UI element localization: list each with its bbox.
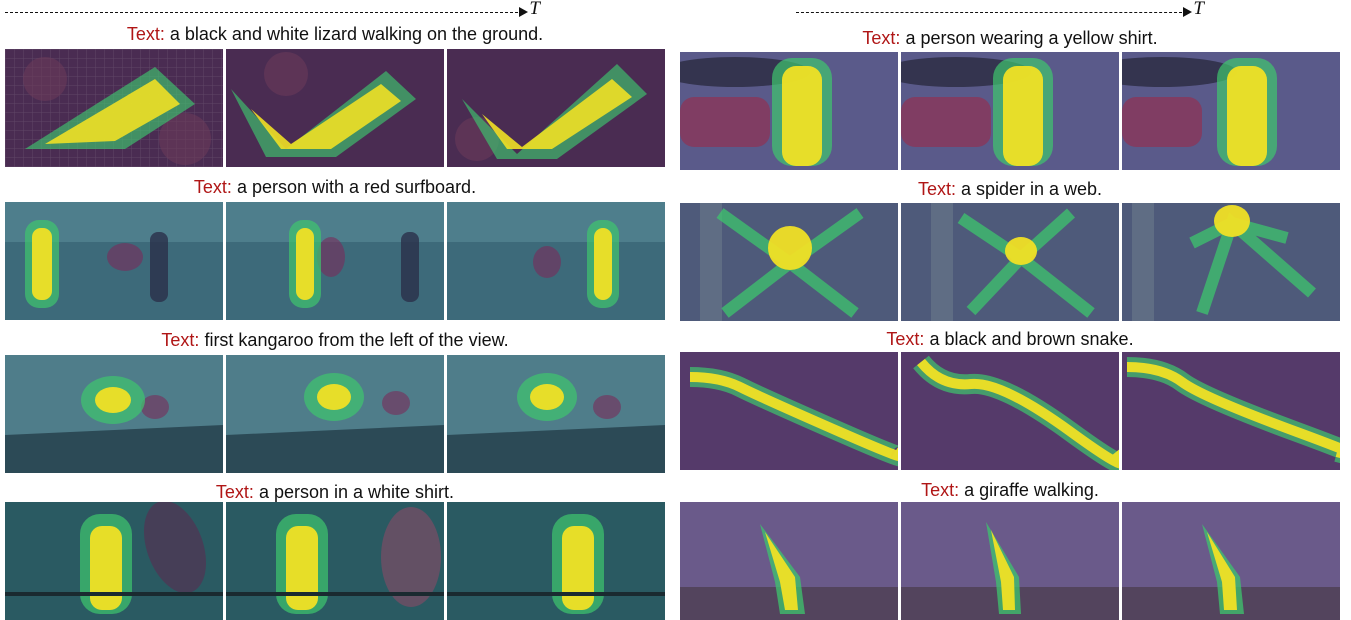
video-frame-2 xyxy=(226,502,444,620)
caption-text: a spider in a web. xyxy=(960,179,1103,199)
text-prefix: Text: xyxy=(126,24,165,44)
video-frame-1 xyxy=(680,203,898,321)
video-frame-1 xyxy=(5,202,223,320)
right-column: T Text: a person wearing a yellow shirt.… xyxy=(680,0,1340,620)
frame-row xyxy=(680,52,1340,170)
caption-text: a person wearing a yellow shirt. xyxy=(905,28,1158,48)
person-heatmap xyxy=(5,202,223,320)
video-frame-2 xyxy=(226,355,444,473)
kangaroo-heatmap xyxy=(226,355,444,473)
tennis-player-heatmap xyxy=(447,502,665,620)
video-frame-1 xyxy=(680,352,898,470)
video-frame-1 xyxy=(5,502,223,620)
row-caption: Text: a person wearing a yellow shirt. xyxy=(680,27,1340,49)
giraffe-heatmap xyxy=(901,502,1119,620)
caption-text: a giraffe walking. xyxy=(964,480,1099,500)
caption-text: a person in a white shirt. xyxy=(258,482,455,502)
text-prefix: Text: xyxy=(193,177,232,197)
lizard-heatmap xyxy=(447,49,665,167)
video-frame-2 xyxy=(226,49,444,167)
kangaroo-heatmap xyxy=(447,355,665,473)
spider-heatmap xyxy=(1122,203,1340,321)
lizard-heatmap xyxy=(5,49,223,167)
tennis-player-heatmap xyxy=(5,502,223,620)
row-caption: Text: a spider in a web. xyxy=(680,178,1340,200)
video-frame-2 xyxy=(901,502,1119,620)
lizard-heatmap xyxy=(226,49,444,167)
video-frame-2 xyxy=(226,202,444,320)
row-caption: Text: a person with a red surfboard. xyxy=(5,176,665,198)
dashed-line xyxy=(796,12,1182,13)
video-frame-2 xyxy=(901,52,1119,170)
video-frame-3 xyxy=(447,355,665,473)
caption-text: a black and white lizard walking on the … xyxy=(169,24,544,44)
frame-row xyxy=(5,49,665,167)
tennis-player-heatmap xyxy=(226,502,444,620)
person-heatmap xyxy=(901,52,1119,170)
arrowhead-icon xyxy=(1183,7,1192,17)
text-prefix: Text: xyxy=(215,482,254,502)
video-frame-3 xyxy=(1122,352,1340,470)
video-frame-3 xyxy=(1122,502,1340,620)
person-heatmap xyxy=(447,202,665,320)
video-frame-2 xyxy=(901,203,1119,321)
text-prefix: Text: xyxy=(886,329,925,349)
giraffe-heatmap xyxy=(1122,502,1340,620)
video-frame-3 xyxy=(447,502,665,620)
time-axis-label: T xyxy=(529,0,540,19)
video-frame-3 xyxy=(1122,203,1340,321)
person-heatmap xyxy=(226,202,444,320)
time-axis-label: T xyxy=(1193,0,1204,19)
row-caption: Text: a person in a white shirt. xyxy=(5,481,665,503)
video-frame-1 xyxy=(680,502,898,620)
video-frame-3 xyxy=(447,49,665,167)
time-arrow: T xyxy=(796,0,1204,20)
video-frame-3 xyxy=(1122,52,1340,170)
giraffe-heatmap xyxy=(680,502,898,620)
text-prefix: Text: xyxy=(862,28,901,48)
text-prefix: Text: xyxy=(917,179,956,199)
text-prefix: Text: xyxy=(161,330,200,350)
snake-heatmap xyxy=(901,352,1119,470)
frame-row xyxy=(5,355,665,473)
frame-row xyxy=(680,352,1340,470)
time-arrow: T xyxy=(5,0,540,20)
person-heatmap xyxy=(680,52,898,170)
caption-text: a person with a red surfboard. xyxy=(236,177,477,197)
person-heatmap xyxy=(1122,52,1340,170)
spider-heatmap xyxy=(901,203,1119,321)
video-frame-2 xyxy=(901,352,1119,470)
caption-text: a black and brown snake. xyxy=(929,329,1134,349)
dashed-line xyxy=(5,12,518,13)
text-prefix: Text: xyxy=(921,480,960,500)
frame-row xyxy=(680,203,1340,321)
frame-row xyxy=(680,502,1340,620)
spider-heatmap xyxy=(680,203,898,321)
video-frame-1 xyxy=(5,355,223,473)
snake-heatmap xyxy=(1122,352,1340,470)
snake-heatmap xyxy=(680,352,898,470)
video-frame-1 xyxy=(680,52,898,170)
frame-row xyxy=(5,202,665,320)
kangaroo-heatmap xyxy=(5,355,223,473)
row-caption: Text: a black and white lizard walking o… xyxy=(5,23,665,45)
left-column: T Text: a black and white lizard walking… xyxy=(5,0,665,620)
video-frame-1 xyxy=(5,49,223,167)
row-caption: Text: first kangaroo from the left of th… xyxy=(5,329,665,351)
row-caption: Text: a giraffe walking. xyxy=(680,479,1340,501)
video-frame-3 xyxy=(447,202,665,320)
caption-text: first kangaroo from the left of the view… xyxy=(204,330,509,350)
arrowhead-icon xyxy=(519,7,528,17)
frame-row xyxy=(5,502,665,620)
row-caption: Text: a black and brown snake. xyxy=(680,328,1340,350)
